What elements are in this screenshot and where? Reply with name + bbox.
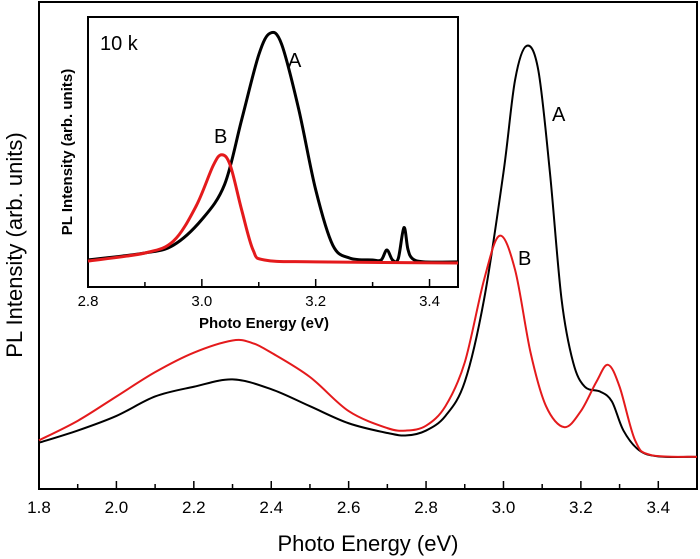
inset-x-tick-label: 3.0: [191, 293, 212, 310]
inset-x-tick-label: 3.2: [305, 293, 326, 310]
inset-x-axis-title: Photo Energy (eV): [199, 315, 329, 332]
main-x-tick-label: 3.4: [646, 498, 670, 517]
main-x-tick-label: 2.4: [259, 498, 283, 517]
main-x-tick-label: 2.8: [414, 498, 438, 517]
main-x-tick-label: 2.6: [337, 498, 361, 517]
main-x-axis-title: Photo Energy (eV): [278, 531, 459, 556]
main-x-tick-label: 1.8: [27, 498, 51, 517]
main-x-tick-label: 3.2: [569, 498, 593, 517]
main-label-a: A: [552, 104, 566, 126]
main-x-tick-label: 2.0: [105, 498, 129, 517]
inset-series-b-line: [87, 153, 459, 265]
inset-label-a: A: [288, 50, 302, 72]
inset-y-axis-title: PL Intensity (arb. units): [59, 69, 76, 235]
inset-series-a-line: [87, 30, 459, 264]
inset-temperature-label: 10 k: [100, 33, 139, 55]
main-series-b-line: [38, 234, 698, 458]
inset-label-b: B: [214, 126, 227, 148]
main-y-axis-title: PL Intensity (arb. units): [2, 132, 27, 357]
main-x-tick-label: 3.0: [492, 498, 516, 517]
inset-x-tick-label: 3.4: [419, 293, 440, 310]
inset-plot: 2.8 3.0 3.2 3.4: [78, 16, 459, 310]
main-x-tick-label: 2.2: [182, 498, 206, 517]
inset-x-tick-label: 2.8: [78, 293, 99, 310]
inset-frame: [87, 16, 459, 288]
main-label-b: B: [518, 248, 531, 270]
